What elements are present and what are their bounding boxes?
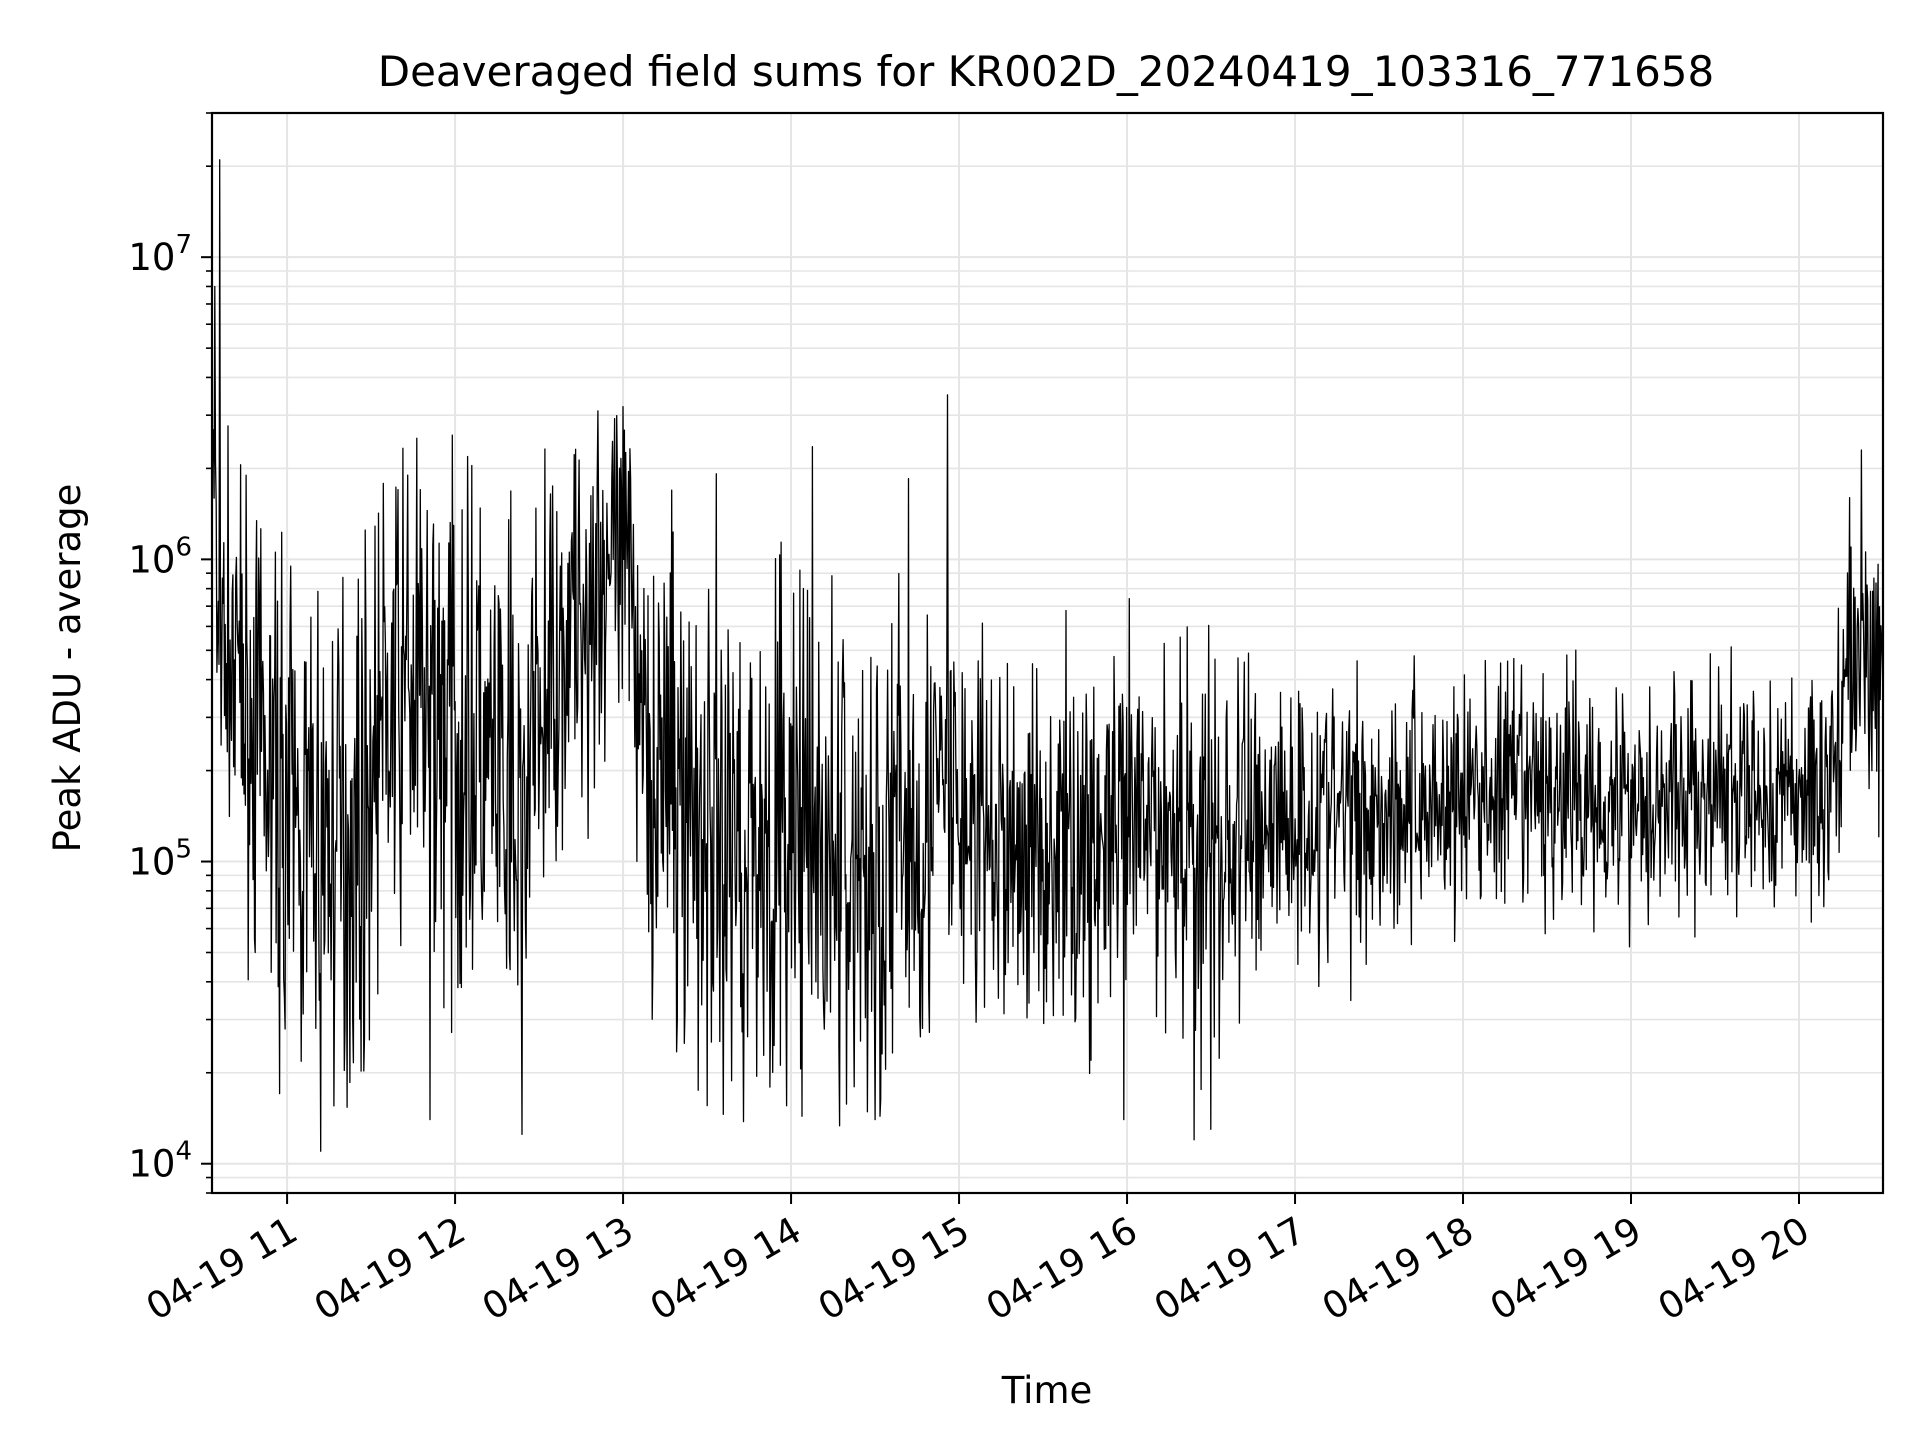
data-series [211, 159, 1884, 1152]
y-axis-label: Peak ADU - average [46, 484, 89, 853]
y-tick-label-exponent: 5 [175, 835, 192, 865]
x-axis-label: Time [1001, 1369, 1093, 1412]
y-tick-label: 105 [128, 835, 192, 884]
y-tick-label-base: 10 [128, 1143, 175, 1186]
plot-frame [210, 111, 1885, 1195]
y-tick-label-base: 10 [128, 236, 175, 279]
y-tick-label-base: 10 [128, 538, 175, 581]
y-tick-label: 104 [128, 1137, 192, 1186]
y-tick-label-exponent: 4 [175, 1137, 192, 1167]
y-tick-label-exponent: 6 [175, 532, 192, 562]
y-tick-label: 106 [128, 532, 192, 581]
y-tick-label: 107 [128, 230, 192, 279]
y-tick-label-base: 10 [128, 841, 175, 884]
y-tick-label-exponent: 7 [175, 230, 192, 260]
series-line [211, 159, 1884, 1152]
chart-title: Deaveraged field sums for KR002D_2024041… [378, 47, 1715, 96]
